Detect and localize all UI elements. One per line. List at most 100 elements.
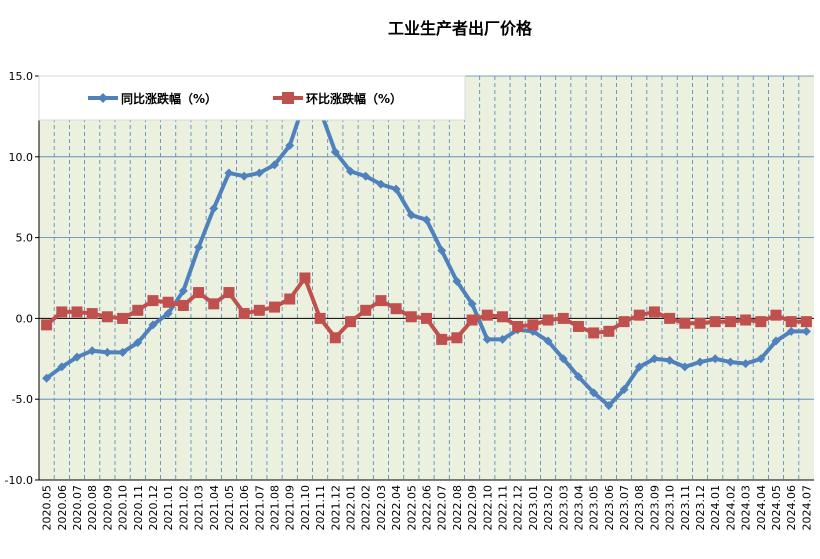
data-point xyxy=(193,287,205,299)
legend: 同比涨跌幅（%） 环比涨跌幅（%） xyxy=(38,75,466,121)
data-point xyxy=(665,355,675,365)
data-point xyxy=(56,306,68,318)
data-point xyxy=(270,160,280,170)
data-point xyxy=(695,357,705,367)
legend-label: 环比涨跌幅（%） xyxy=(306,91,402,106)
plot-background xyxy=(39,76,814,480)
x-tick-label: 2021.04 xyxy=(208,485,221,531)
data-point xyxy=(405,311,417,323)
x-tick-label: 2022.08 xyxy=(451,485,464,531)
x-tick-label: 2023.02 xyxy=(542,485,555,531)
data-point xyxy=(710,354,720,364)
data-point xyxy=(603,325,615,337)
data-point xyxy=(223,287,235,299)
x-tick-label: 2024.04 xyxy=(755,485,768,531)
x-tick-label: 2022.02 xyxy=(360,485,373,531)
x-tick-label: 2020.11 xyxy=(132,485,145,531)
data-point xyxy=(436,333,448,345)
data-point xyxy=(163,309,173,319)
y-tick-label: 0.0 xyxy=(16,312,34,325)
data-point xyxy=(466,314,478,326)
x-tick-label: 2021.09 xyxy=(284,485,297,531)
x-tick-label: 2020.06 xyxy=(56,485,69,531)
data-point xyxy=(770,309,782,321)
data-point xyxy=(178,286,188,296)
x-tick-label: 2023.12 xyxy=(694,485,707,531)
x-tick-label: 2020.05 xyxy=(41,485,54,531)
x-tick-label: 2024.05 xyxy=(770,485,783,531)
x-tick-label: 2021.08 xyxy=(269,485,282,531)
x-tick-label: 2021.02 xyxy=(177,485,190,531)
x-tick-label: 2020.12 xyxy=(147,485,160,531)
x-tick-label: 2023.07 xyxy=(618,485,631,531)
data-point xyxy=(360,304,372,316)
data-point xyxy=(542,314,554,326)
x-tick-label: 2021.11 xyxy=(314,485,327,531)
data-point xyxy=(57,362,67,372)
data-point xyxy=(543,336,553,346)
data-point xyxy=(740,314,752,326)
data-point xyxy=(801,326,811,336)
x-tick-label: 2023.08 xyxy=(633,485,646,531)
data-point xyxy=(497,334,507,344)
x-tick-label: 2022.03 xyxy=(375,485,388,531)
x-tick-label: 2022.05 xyxy=(405,485,418,531)
x-tick-label: 2022.12 xyxy=(512,485,525,531)
x-tick-label: 2024.06 xyxy=(785,485,798,531)
x-tick-label: 2020.09 xyxy=(101,485,114,531)
data-point xyxy=(148,320,158,330)
legend-marker xyxy=(98,93,108,103)
data-point xyxy=(133,338,143,348)
x-tick-label: 2022.11 xyxy=(496,485,509,531)
data-point xyxy=(724,316,736,328)
data-point xyxy=(177,299,189,311)
x-tick-label: 2022.01 xyxy=(345,485,358,531)
x-tick-label: 2021.07 xyxy=(253,485,266,531)
data-point xyxy=(422,215,431,225)
data-point xyxy=(41,319,53,331)
data-point xyxy=(604,401,614,411)
data-point xyxy=(346,166,356,176)
x-tick-label: 2023.06 xyxy=(603,485,616,531)
x-tick-label: 2022.06 xyxy=(421,485,434,531)
series-2 xyxy=(41,272,812,345)
data-point xyxy=(709,316,721,328)
data-point xyxy=(679,317,691,329)
x-tick-label: 2023.01 xyxy=(527,485,540,531)
data-point xyxy=(224,168,234,178)
data-point xyxy=(162,296,174,308)
data-point xyxy=(86,308,98,320)
data-point xyxy=(741,359,751,369)
data-point xyxy=(87,346,97,356)
data-point xyxy=(285,140,295,150)
data-point xyxy=(42,373,52,383)
data-point xyxy=(557,312,569,324)
data-point xyxy=(269,301,281,313)
x-tick-label: 2021.10 xyxy=(299,485,312,531)
data-point xyxy=(314,312,326,324)
data-point xyxy=(467,299,477,309)
data-point xyxy=(800,316,812,328)
x-tick-label: 2021.12 xyxy=(329,485,342,531)
x-tick-label: 2020.08 xyxy=(86,485,99,531)
data-point xyxy=(391,184,401,194)
y-tick-label: 10.0 xyxy=(9,151,34,164)
x-tick-label: 2021.05 xyxy=(223,485,236,531)
x-tick-label: 2023.04 xyxy=(572,485,585,531)
y-tick-label: -10.0 xyxy=(5,474,33,487)
data-point xyxy=(589,388,599,398)
x-tick-label: 2023.09 xyxy=(648,485,661,531)
data-point xyxy=(755,316,767,328)
data-point xyxy=(361,171,371,181)
x-tick-label: 2021.03 xyxy=(193,485,206,531)
x-tick-label: 2023.10 xyxy=(664,485,677,531)
data-point xyxy=(209,204,219,214)
y-tick-label: 5.0 xyxy=(16,232,34,245)
data-point xyxy=(329,332,341,344)
data-point xyxy=(619,385,629,395)
x-tick-label: 2021.01 xyxy=(162,485,175,531)
data-point xyxy=(102,347,112,357)
data-point xyxy=(71,306,83,318)
y-tick-label: -5.0 xyxy=(12,393,33,406)
